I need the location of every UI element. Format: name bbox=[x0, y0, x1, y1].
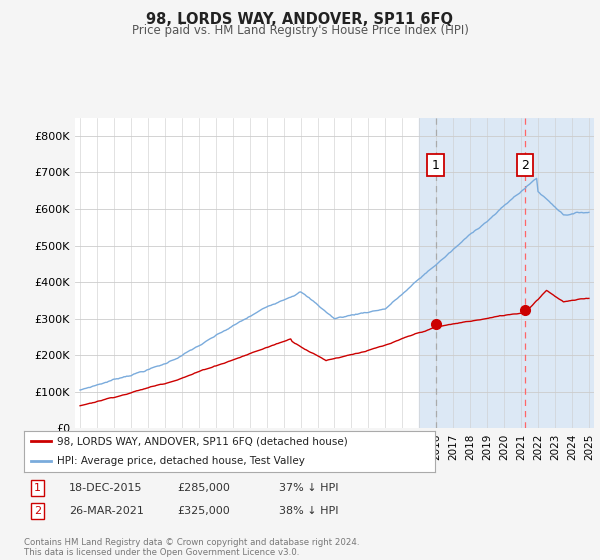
Text: Price paid vs. HM Land Registry's House Price Index (HPI): Price paid vs. HM Land Registry's House … bbox=[131, 24, 469, 36]
Text: HPI: Average price, detached house, Test Valley: HPI: Average price, detached house, Test… bbox=[57, 456, 305, 466]
Text: 37% ↓ HPI: 37% ↓ HPI bbox=[279, 483, 338, 493]
Bar bbox=[419, 118, 594, 428]
Text: 18-DEC-2015: 18-DEC-2015 bbox=[69, 483, 143, 493]
Text: 1: 1 bbox=[34, 483, 41, 493]
Text: £285,000: £285,000 bbox=[177, 483, 230, 493]
Text: £325,000: £325,000 bbox=[177, 506, 230, 516]
Text: 38% ↓ HPI: 38% ↓ HPI bbox=[279, 506, 338, 516]
Text: 98, LORDS WAY, ANDOVER, SP11 6FQ: 98, LORDS WAY, ANDOVER, SP11 6FQ bbox=[146, 12, 454, 27]
Text: 2: 2 bbox=[521, 158, 529, 171]
Text: 1: 1 bbox=[432, 158, 440, 171]
Text: 2: 2 bbox=[34, 506, 41, 516]
Text: Contains HM Land Registry data © Crown copyright and database right 2024.
This d: Contains HM Land Registry data © Crown c… bbox=[24, 538, 359, 557]
Text: 26-MAR-2021: 26-MAR-2021 bbox=[69, 506, 144, 516]
Text: 98, LORDS WAY, ANDOVER, SP11 6FQ (detached house): 98, LORDS WAY, ANDOVER, SP11 6FQ (detach… bbox=[57, 436, 347, 446]
